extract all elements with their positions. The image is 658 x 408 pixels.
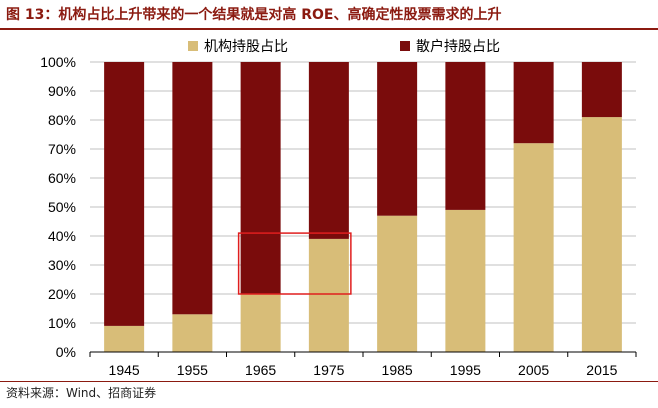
bar-retail: [513, 62, 554, 144]
y-tick-label: 90%: [48, 83, 76, 99]
x-tick-label: 2015: [586, 362, 617, 378]
legend-swatch-institutional: [188, 41, 198, 51]
x-tick-label: 1975: [313, 362, 344, 378]
x-tick-label: 1955: [177, 362, 208, 378]
annotations: [237, 232, 352, 295]
bar-retail: [308, 62, 349, 239]
bar-institutional: [445, 209, 486, 352]
y-tick-label: 100%: [40, 54, 76, 70]
legend-label-institutional: 机构持股占比: [204, 38, 288, 54]
title-divider: [0, 28, 658, 30]
x-tick-label: 1945: [109, 362, 140, 378]
legend: 机构持股占比 散户持股占比: [188, 38, 500, 54]
gridlines: [90, 61, 636, 324]
bar-institutional: [308, 238, 349, 352]
y-tick-label: 0%: [56, 344, 76, 360]
y-tick-label: 10%: [48, 315, 76, 331]
y-axis-ticks: 0% 10% 20% 30% 40% 50% 60% 70% 80% 90% 100%: [40, 54, 76, 360]
legend-swatch-retail: [400, 41, 410, 51]
bars: [104, 62, 622, 352]
bar-institutional: [377, 215, 418, 352]
bar-retail: [377, 62, 418, 216]
source-divider: [0, 381, 658, 382]
bar-retail: [240, 62, 281, 294]
bar-institutional: [104, 325, 145, 352]
x-tick-label: 1965: [245, 362, 276, 378]
stacked-bar-chart: 0%10%20%30%40%50%60%70%80%90%100% 1945 19…: [40, 38, 637, 378]
bar-retail: [445, 62, 486, 210]
legend-label-retail: 散户持股占比: [416, 38, 500, 54]
chart-title: 图 13：机构占比上升带来的一个结果就是对高 ROE、高确定性股票需求的上升: [6, 7, 502, 23]
bar-retail: [172, 62, 213, 315]
y-tick-label: 80%: [48, 112, 76, 128]
bar-retail: [581, 62, 622, 118]
y-tick-label: 70%: [48, 141, 76, 157]
bar-institutional: [513, 143, 554, 352]
bar-institutional: [172, 314, 213, 352]
bar-retail: [104, 62, 145, 326]
x-tick-label: 1995: [450, 362, 481, 378]
x-tick-label: 1985: [382, 362, 413, 378]
source-note: 资料来源：Wind、招商证券: [6, 386, 157, 400]
x-axis-ticks: 1945 1955 1965 1975 1985 1995 2005 2015: [89, 352, 637, 378]
bar-institutional: [581, 117, 622, 352]
bar-institutional: [240, 294, 281, 352]
highlight-box: [237, 232, 352, 295]
x-tick-label: 2005: [518, 362, 549, 378]
y-tick-label: 50%: [48, 199, 76, 215]
y-tick-label: 30%: [48, 257, 76, 273]
y-tick-label: 40%: [48, 228, 76, 244]
y-tick-label: 20%: [48, 286, 76, 302]
y-tick-label: 60%: [48, 170, 76, 186]
